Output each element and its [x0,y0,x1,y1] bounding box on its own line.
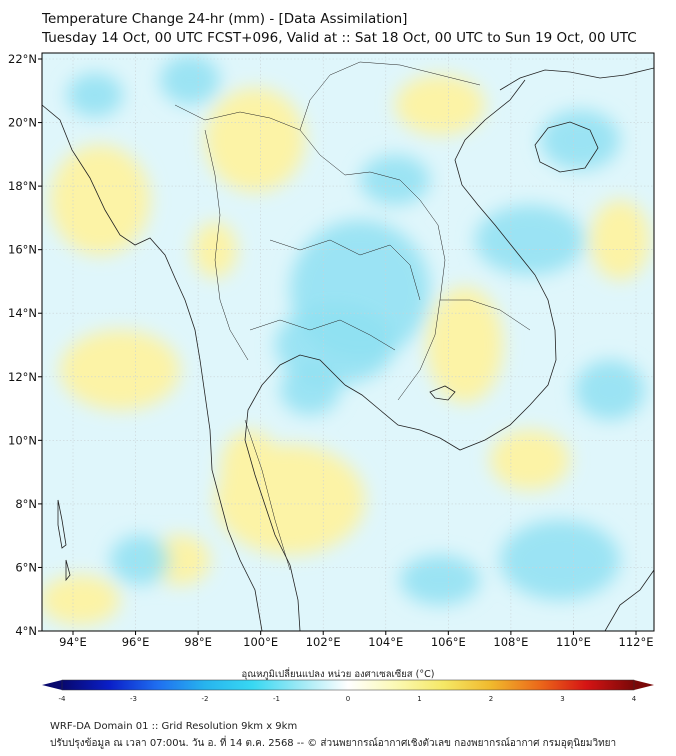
colorbar-extend-max [634,680,654,690]
colorbar-tick-label: 2 [489,695,493,703]
longitude-label: 112°E [619,635,654,649]
longitude-label: 110°E [556,635,591,649]
longitude-label: 106°E [431,635,466,649]
latitude-label: 8°N [15,497,37,511]
colorbar-extend-min [42,680,62,690]
colorbar-gradient [62,680,634,690]
map-frame [41,52,655,632]
latitude-label: 14°N [8,306,37,320]
longitude-label: 100°E [243,635,278,649]
latitude-labels: 22°N 20°N 18°N 16°N 14°N 12°N 10°N 8°N 6°N 4°N [8,52,42,638]
longitude-label: 98°E [184,635,212,649]
longitude-label: 108°E [493,635,528,649]
latitude-label: 6°N [15,560,37,574]
longitude-label: 104°E [368,635,403,649]
latitude-label: 10°N [8,433,37,447]
map-subtitle: Tuesday 14 Oct, 00 UTC FCST+096, Valid a… [42,30,637,46]
longitude-label: 102°E [306,635,341,649]
footer-model-info: WRF-DA Domain 01 :: Grid Resolution 9km … [50,721,298,732]
longitude-labels: 94°E 96°E 98°E 100°E 102°E 104°E 106°E 108°E 110… [59,631,653,649]
colorbar-tick-label: -3 [130,695,137,703]
footer-credit: ปรับปรุงข้อมูล ณ เวลา 07:00น. วัน อ. ที่… [50,738,617,749]
latitude-label: 18°N [8,179,37,193]
colorbar-tick-label: -4 [59,695,67,703]
longitude-label: 96°E [122,635,150,649]
latitude-label: 4°N [15,624,37,638]
colorbar-ticks: -4 -3 -2 -1 0 1 2 3 4 [59,695,637,703]
colorbar-tick-label: -2 [202,695,209,703]
colorbar-tick-label: 0 [346,695,350,703]
latitude-label: 20°N [8,116,37,130]
colorbar-tick-label: 3 [560,695,564,703]
temperature-change-field [42,55,650,625]
latitude-label: 16°N [8,243,37,257]
colorbar-label: อุณหภูมิเปลี่ยนแปลง หน่วย องศาเซลเซียส (… [241,669,435,680]
map-title: Temperature Change 24-hr (mm) - [Data As… [42,11,408,27]
colorbar-tick-label: -1 [273,695,280,703]
latitude-label: 22°N [8,52,37,66]
longitude-label: 94°E [59,635,87,649]
gridlines [42,53,654,631]
colorbar-tick-label: 1 [417,695,421,703]
latitude-label: 12°N [8,370,37,384]
colorbar: -4 -3 -2 -1 0 1 2 3 4 [42,679,654,703]
country-borders [174,61,531,571]
colorbar-tick-label: 4 [632,695,637,703]
